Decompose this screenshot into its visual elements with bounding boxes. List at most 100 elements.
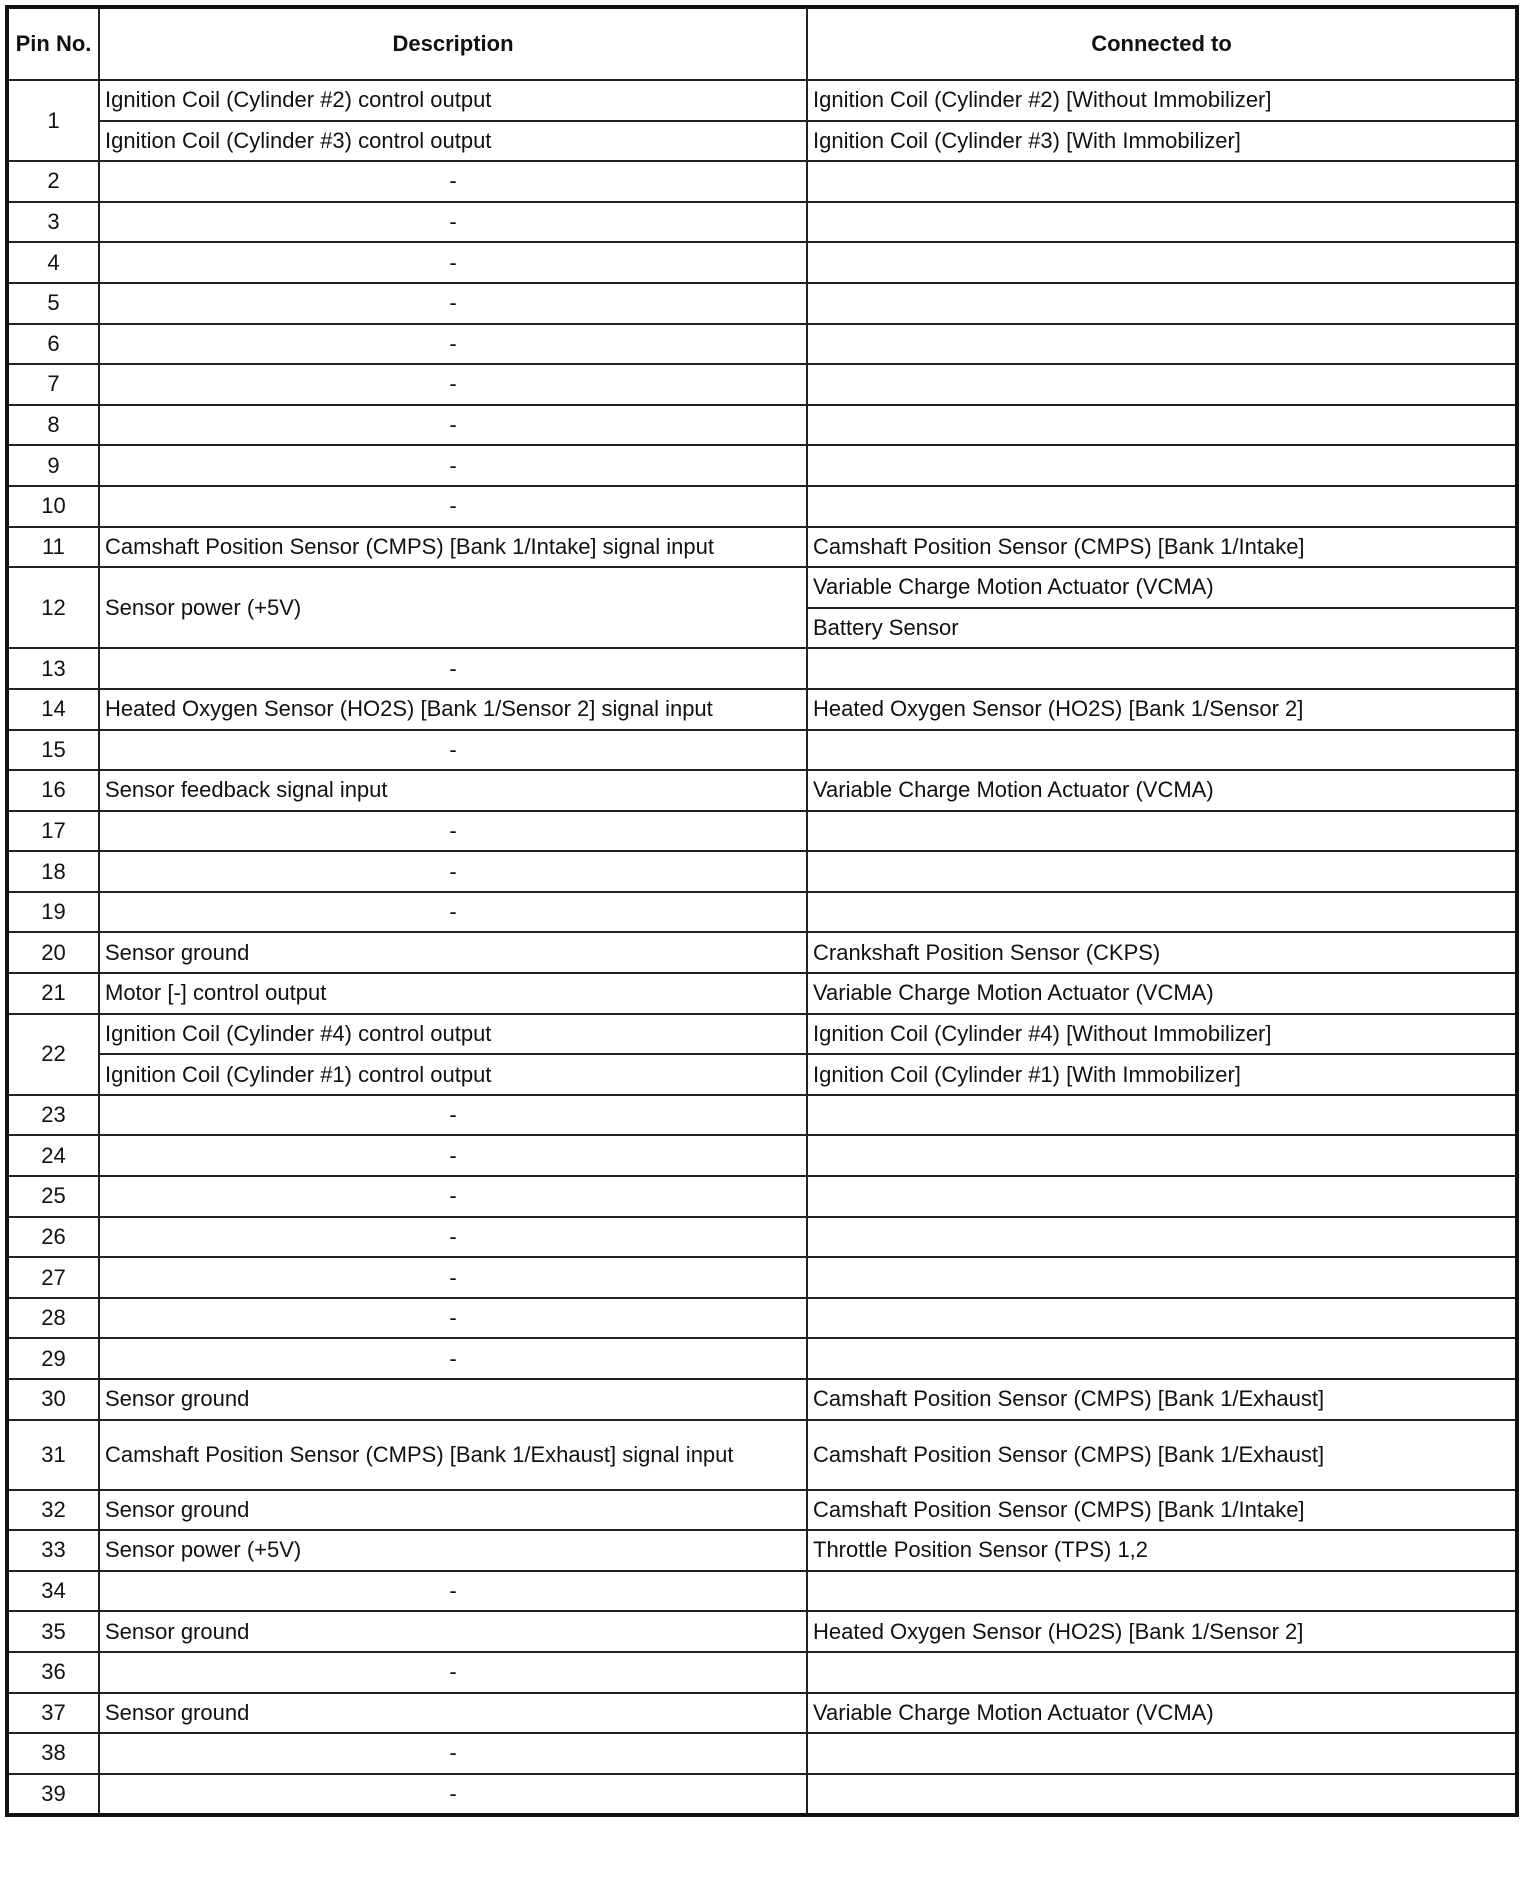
pin-number: 7 xyxy=(6,363,100,406)
description-cell: Ignition Coil (Cylinder #4) control outp… xyxy=(98,1012,808,1056)
table-row: 31 Camshaft Position Sensor (CMPS) [Bank … xyxy=(6,1418,1518,1491)
table-row: 26- xyxy=(6,1215,1518,1259)
pin-number: 19 xyxy=(6,890,100,934)
connected-cell: Crankshaft Position Sensor (CKPS) xyxy=(806,931,1518,975)
table-row: 3- xyxy=(6,200,1518,244)
connected-cell xyxy=(806,890,1518,934)
table-row: 2- xyxy=(6,160,1518,203)
connected-cell xyxy=(806,322,1518,366)
connected-cell: Battery Sensor xyxy=(806,606,1518,650)
connected-cell: Heated Oxygen Sensor (HO2S) [Bank 1/Sens… xyxy=(806,687,1518,731)
connected-cell: Ignition Coil (Cylinder #3) [With Immobi… xyxy=(806,119,1518,163)
table-row: 35 Sensor ground Heated Oxygen Sensor (HO2… xyxy=(6,1610,1518,1653)
pin-number: 30 xyxy=(6,1378,100,1421)
pin-number: 20 xyxy=(6,931,100,975)
connected-cell: Variable Charge Motion Actuator (VCMA) xyxy=(806,769,1518,812)
description-cell: Sensor ground xyxy=(98,1691,808,1735)
table-row: 32 Sensor ground Camshaft Position Sensor … xyxy=(6,1488,1518,1532)
pin-number: 28 xyxy=(6,1296,100,1340)
table-row: 8- xyxy=(6,403,1518,447)
description-cell: Camshaft Position Sensor (CMPS) [Bank 1/… xyxy=(98,1418,808,1491)
description-cell: - xyxy=(98,1337,808,1380)
table-row: 9- xyxy=(6,444,1518,487)
pin-number: 14 xyxy=(6,687,100,731)
table-row: 37 Sensor ground Variable Charge Motion Ac… xyxy=(6,1691,1518,1735)
pin-number: 35 xyxy=(6,1610,100,1653)
connected-cell xyxy=(806,1175,1518,1218)
description-cell: Ignition Coil (Cylinder #3) control outp… xyxy=(98,119,808,163)
connected-cell xyxy=(806,1337,1518,1380)
connected-cell xyxy=(806,1134,1518,1178)
description-cell: - xyxy=(98,728,808,772)
connected-cell xyxy=(806,850,1518,893)
table-row: 12 Sensor power (+5V) Variable Charge Moti… xyxy=(6,566,1518,650)
table-row: 33 Sensor power (+5V) Throttle Position Se… xyxy=(6,1529,1518,1572)
description-cell: - xyxy=(98,160,808,203)
table-row: 34- xyxy=(6,1569,1518,1613)
pin-number: 4 xyxy=(6,241,100,284)
description-cell: - xyxy=(98,1732,808,1775)
pin-number: 13 xyxy=(6,647,100,690)
table-row: 18- xyxy=(6,850,1518,893)
pin-number: 23 xyxy=(6,1093,100,1137)
connected-cell xyxy=(806,241,1518,284)
table-row: 23- xyxy=(6,1093,1518,1137)
pin-number: 5 xyxy=(6,281,100,325)
connected-cell: Camshaft Position Sensor (CMPS) [Bank 1/… xyxy=(806,525,1518,569)
pin-number: 8 xyxy=(6,403,100,447)
description-cell: Sensor ground xyxy=(98,931,808,975)
header-row: Pin No. Description Connected to xyxy=(6,6,1518,81)
pin-number: 1 xyxy=(6,78,100,163)
description-cell: - xyxy=(98,403,808,447)
connected-cell xyxy=(806,1256,1518,1299)
pin-number: 31 xyxy=(6,1418,100,1491)
table-row: 38- xyxy=(6,1732,1518,1775)
table-row: 17- xyxy=(6,809,1518,853)
description-cell: - xyxy=(98,444,808,487)
table-row: 27- xyxy=(6,1256,1518,1299)
table-row: 1 Ignition Coil (Cylinder #2) control out… xyxy=(6,78,1518,163)
pin-number: 18 xyxy=(6,850,100,893)
description-cell: - xyxy=(98,1296,808,1340)
pin-number: 2 xyxy=(6,160,100,203)
pin-number: 16 xyxy=(6,769,100,812)
pin-number: 36 xyxy=(6,1650,100,1694)
pin-number: 33 xyxy=(6,1529,100,1572)
pin-number: 24 xyxy=(6,1134,100,1178)
table-row: 22 Ignition Coil (Cylinder #4) control ou… xyxy=(6,1012,1518,1096)
connected-cell xyxy=(806,1732,1518,1775)
table-row: 29- xyxy=(6,1337,1518,1380)
table-row: 4- xyxy=(6,241,1518,284)
description-cell: Ignition Coil (Cylinder #2) control outp… xyxy=(98,79,808,122)
pin-number: 17 xyxy=(6,809,100,853)
connected-cell xyxy=(806,1093,1518,1137)
description-cell: - xyxy=(98,1093,808,1137)
table-row: Battery Sensor xyxy=(7,606,1518,650)
description-cell: - xyxy=(98,1256,808,1299)
header-connected: Connected to xyxy=(806,6,1518,81)
description-cell: - xyxy=(98,241,808,284)
table-row: 30 Sensor ground Camshaft Position Sensor … xyxy=(6,1378,1518,1421)
description-cell: - xyxy=(98,1134,808,1178)
connected-cell xyxy=(806,728,1518,772)
connected-cell xyxy=(806,1215,1518,1259)
table-row: 21 Motor [-] control output Variable Charg… xyxy=(6,972,1518,1015)
pin-number: 29 xyxy=(6,1337,100,1380)
pin-number: 11 xyxy=(6,525,100,569)
connected-cell xyxy=(806,403,1518,447)
connected-cell: Ignition Coil (Cylinder #2) [Without Imm… xyxy=(806,79,1518,122)
connected-cell xyxy=(806,281,1518,325)
connected-cell: Ignition Coil (Cylinder #1) [With Immobi… xyxy=(806,1053,1518,1096)
connected-cell: Camshaft Position Sensor (CMPS) [Bank 1/… xyxy=(806,1488,1518,1532)
table-row: 5- xyxy=(6,281,1518,325)
table-row: 25- xyxy=(6,1175,1518,1218)
pin-number: 21 xyxy=(6,972,100,1015)
description-cell: - xyxy=(98,1772,808,1817)
pin-number: 10 xyxy=(6,484,100,528)
description-cell: - xyxy=(98,1569,808,1613)
table-row: 36- xyxy=(6,1650,1518,1694)
connected-cell: Camshaft Position Sensor (CMPS) [Bank 1/… xyxy=(806,1418,1518,1491)
description-cell: Sensor feedback signal input xyxy=(98,769,808,812)
pin-number: 22 xyxy=(6,1012,100,1096)
pin-number: 6 xyxy=(6,322,100,366)
